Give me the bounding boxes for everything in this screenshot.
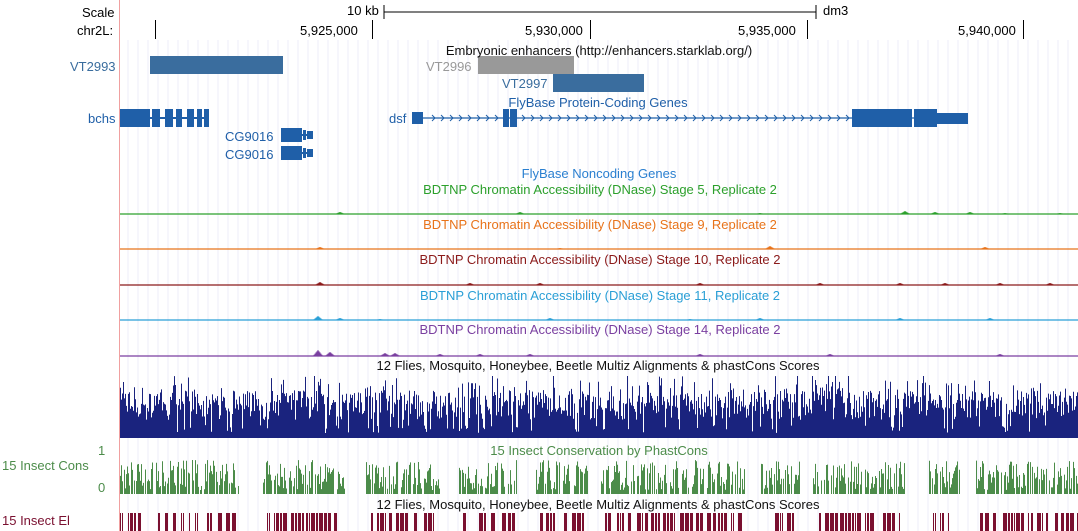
conservation-axis-min: 0 [98, 480, 106, 495]
enhancer-label-vt2997[interactable]: VT2997 [502, 76, 548, 91]
ruler-tick-label: 5,925,000 [300, 23, 358, 38]
multiz-track-title[interactable]: 12 Flies, Mosquito, Honeybee, Beetle Mul… [376, 358, 820, 373]
gene-model-dsf[interactable] [412, 109, 968, 127]
dnase-stage9-title[interactable]: BDTNP Chromatin Accessibility (DNase) St… [423, 217, 777, 232]
dnase-signal-track[interactable] [120, 246, 1078, 250]
scale-bar [383, 5, 817, 19]
assembly-label: dm3 [823, 3, 849, 18]
dnase-stage10-title[interactable]: BDTNP Chromatin Accessibility (DNase) St… [419, 252, 781, 267]
chrom-label: chr2L: [77, 23, 114, 38]
conservation-axis-max: 1 [98, 443, 106, 458]
ruler-ticks [155, 20, 1024, 39]
dnase-signal-track[interactable] [120, 316, 1078, 321]
scale-value: 10 kb [347, 3, 379, 18]
multiz-conservation-histogram[interactable] [120, 376, 1078, 438]
enhancer-label-vt2993[interactable]: VT2993 [70, 59, 116, 74]
gene-label-cg9016[interactable]: CG9016 [225, 147, 274, 162]
gene-label-bchs[interactable]: bchs [88, 111, 116, 126]
dnase-signal-track[interactable] [120, 350, 1078, 357]
noncoding-track-title[interactable]: FlyBase Noncoding Genes [521, 166, 677, 181]
enhancer-block-vt2993[interactable] [150, 56, 283, 74]
ruler-tick-label: 5,935,000 [738, 23, 796, 38]
gene-model-bchs[interactable] [120, 109, 209, 127]
elements-track-title[interactable]: 12 Flies, Mosquito, Honeybee, Beetle Mul… [376, 497, 820, 512]
enhancer-label-vt2996[interactable]: VT2996 [426, 59, 472, 74]
gene-label-cg9016[interactable]: CG9016 [225, 129, 274, 144]
dnase-signal-track[interactable] [120, 211, 1078, 215]
scale-label: Scale [82, 5, 115, 20]
dnase-stage14-title[interactable]: BDTNP Chromatin Accessibility (DNase) St… [419, 322, 781, 337]
gene-label-dsf[interactable]: dsf [389, 111, 407, 126]
elements-side-label[interactable]: 15 Insect El [2, 513, 70, 528]
enhancers-track-title[interactable]: Embryonic enhancers (http://enhancers.st… [445, 43, 753, 58]
dnase-signal-track[interactable] [120, 282, 1078, 286]
gene-model-cg9016[interactable] [281, 128, 313, 142]
dnase-stage5-title[interactable]: BDTNP Chromatin Accessibility (DNase) St… [423, 182, 777, 197]
enhancer-block-vt2996[interactable] [478, 56, 574, 74]
ruler-tick-label: 5,940,000 [958, 23, 1016, 38]
ruler-tick-label: 5,930,000 [525, 23, 583, 38]
conservation-side-label[interactable]: 15 Insect Cons [2, 458, 89, 473]
gene-model-cg9016[interactable] [281, 146, 313, 160]
enhancer-block-vt2997[interactable] [553, 74, 644, 92]
phastcons-conservation-plot[interactable] [120, 460, 1078, 494]
conservation-track-title[interactable]: 15 Insect Conservation by PhastCons [490, 443, 708, 458]
conserved-elements-track[interactable] [120, 513, 1078, 531]
genes-track-title[interactable]: FlyBase Protein-Coding Genes [508, 95, 688, 110]
dnase-stage11-title[interactable]: BDTNP Chromatin Accessibility (DNase) St… [419, 288, 781, 303]
